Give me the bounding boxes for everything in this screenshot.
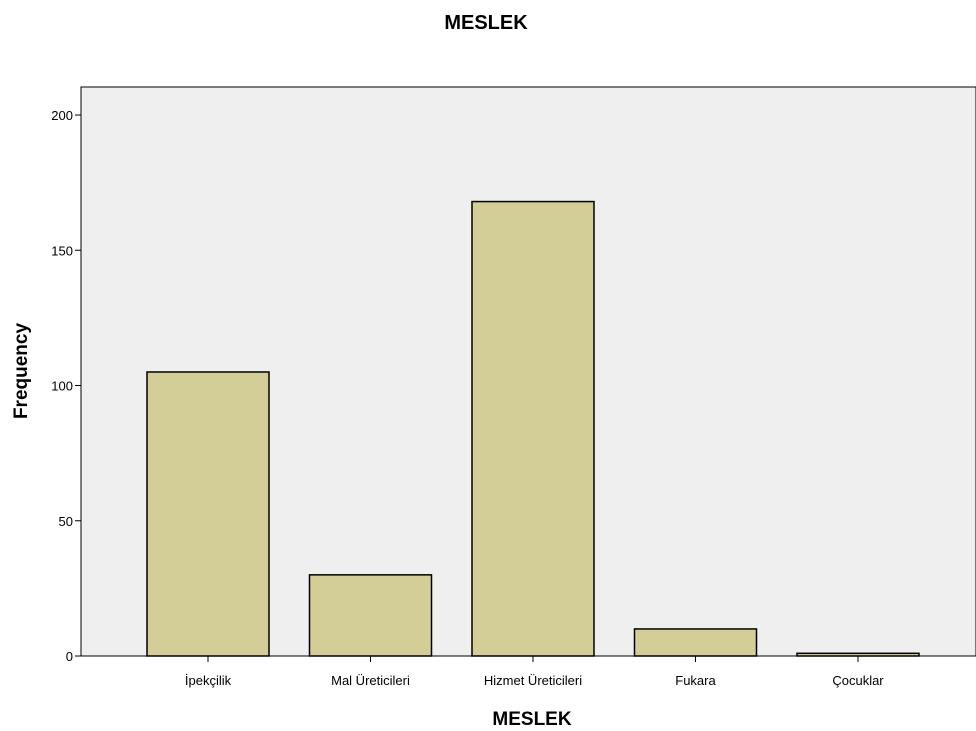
y-axis: 0 50 100 150 200 (51, 108, 81, 664)
y-tick-label: 150 (51, 243, 73, 258)
y-tick-label: 50 (59, 514, 73, 529)
bar (633, 628, 758, 657)
x-tick-label: İpekçilik (185, 673, 232, 688)
bars-group (146, 200, 920, 657)
y-tick-label: 200 (51, 108, 73, 123)
x-tick-label: Fukara (675, 673, 716, 688)
bar (308, 574, 433, 657)
x-tick-label: Çocuklar (832, 673, 884, 688)
y-tick-label: 100 (51, 379, 73, 394)
y-axis-label: Frequency (11, 323, 32, 420)
chart-title: MESLEK (444, 12, 528, 34)
x-axis: İpekçilik Mal Üreticileri Hizmet Üreticile… (185, 656, 884, 688)
bar (796, 652, 920, 657)
bar (146, 371, 270, 657)
bar (471, 200, 595, 657)
x-axis-label: MESLEK (492, 709, 571, 730)
x-tick-label: Hizmet Üreticileri (484, 673, 582, 688)
x-tick-label: Mal Üreticileri (331, 673, 410, 688)
y-tick-label: 0 (66, 649, 73, 664)
